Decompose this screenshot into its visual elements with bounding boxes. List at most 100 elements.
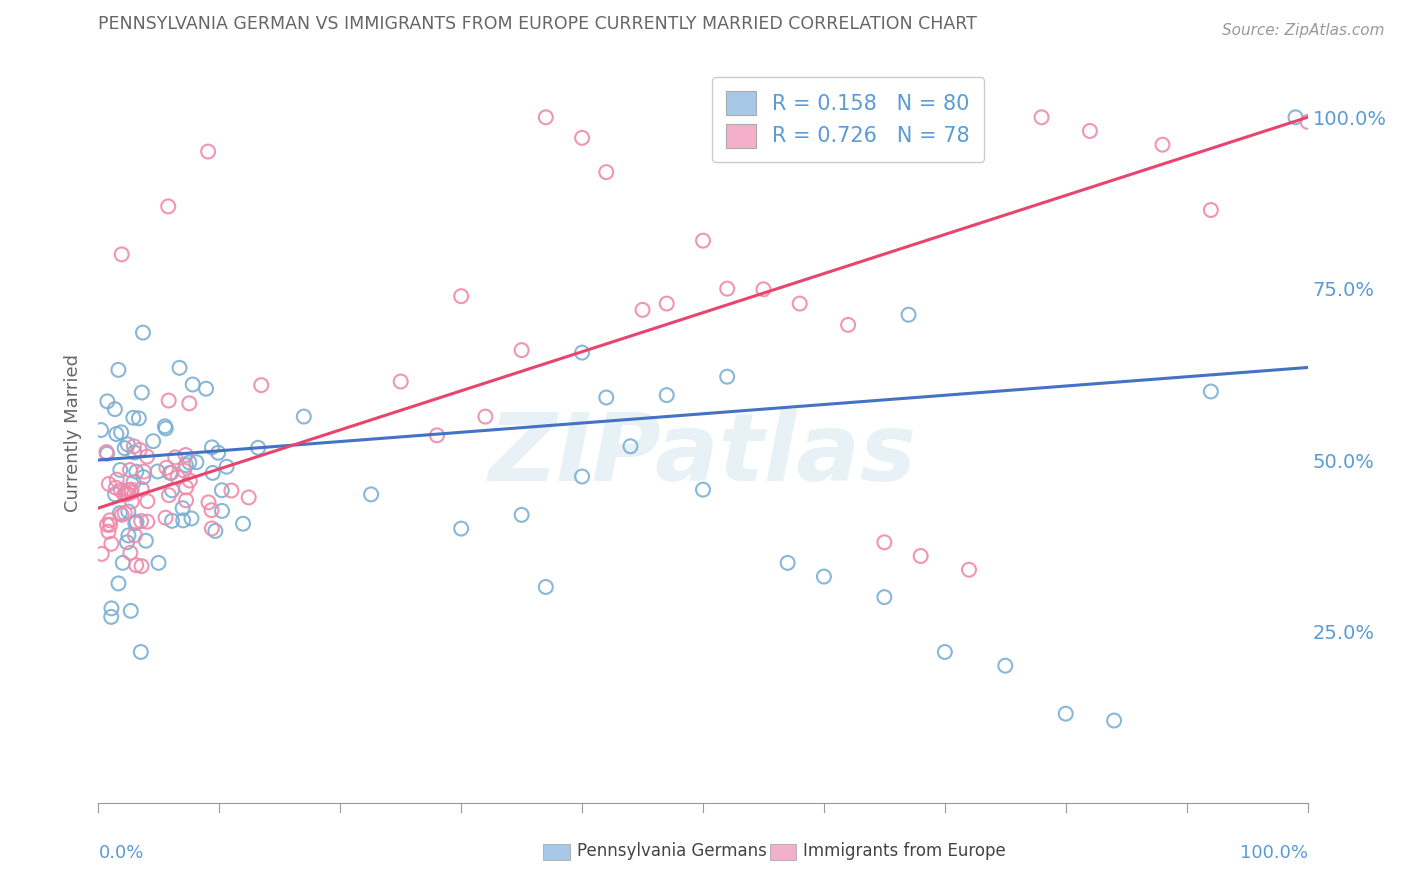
Point (157, 488, 180, 502)
Point (146, 465, 169, 479)
Point (211, 483, 233, 498)
Point (131, 482, 153, 496)
Point (114, 506, 136, 520)
Point (1284, 110, 1306, 124)
Y-axis label: Currently Married: Currently Married (63, 353, 82, 512)
Point (232, 516, 254, 531)
Point (148, 556, 170, 570)
Point (136, 515, 159, 529)
Point (110, 483, 132, 498)
Point (571, 345, 593, 359)
Point (1199, 202, 1222, 217)
Point (96, 394, 118, 409)
Text: Source: ZipAtlas.com: Source: ZipAtlas.com (1222, 23, 1385, 38)
Point (174, 493, 197, 508)
Text: Immigrants from Europe: Immigrants from Europe (803, 842, 1007, 860)
Point (125, 515, 148, 529)
Point (180, 511, 202, 525)
Point (132, 470, 155, 484)
Point (215, 459, 238, 474)
Point (897, 308, 920, 322)
Point (1296, 115, 1319, 129)
Point (631, 302, 654, 317)
Point (117, 528, 139, 542)
Point (619, 439, 641, 453)
Point (510, 343, 533, 358)
Point (692, 483, 714, 497)
Point (118, 463, 141, 477)
Point (179, 455, 201, 469)
Point (104, 481, 127, 495)
Point (120, 546, 142, 560)
Point (186, 455, 208, 469)
FancyBboxPatch shape (769, 844, 796, 860)
Point (510, 508, 533, 522)
Point (111, 247, 134, 261)
Point (172, 513, 194, 527)
Point (131, 385, 153, 400)
FancyBboxPatch shape (543, 844, 569, 860)
Point (238, 491, 260, 505)
Point (389, 375, 412, 389)
Point (595, 391, 617, 405)
Point (136, 494, 159, 508)
Legend: R = 0.158   N = 80, R = 0.726   N = 78: R = 0.158 N = 80, R = 0.726 N = 78 (711, 77, 984, 162)
Point (292, 409, 315, 424)
Point (155, 421, 177, 435)
Point (957, 563, 980, 577)
Point (692, 234, 714, 248)
Point (115, 535, 138, 549)
Point (1102, 714, 1125, 728)
Point (873, 590, 896, 604)
Point (142, 434, 165, 449)
Point (121, 494, 143, 508)
Point (174, 458, 197, 473)
Point (135, 533, 157, 548)
Point (250, 378, 273, 392)
Point (115, 487, 138, 501)
Point (172, 501, 194, 516)
Point (107, 363, 129, 377)
Point (160, 514, 183, 528)
Point (201, 440, 224, 454)
Point (105, 473, 128, 487)
Point (201, 521, 224, 535)
Point (1031, 110, 1053, 124)
Point (179, 474, 201, 488)
Point (117, 437, 139, 451)
Point (98, 513, 121, 527)
Point (125, 465, 148, 479)
Point (173, 464, 195, 478)
Point (197, 495, 219, 509)
Point (174, 480, 197, 494)
Point (474, 409, 496, 424)
Point (100, 537, 122, 551)
Point (110, 425, 132, 440)
Point (120, 604, 142, 618)
Point (121, 483, 143, 497)
Point (96, 517, 118, 532)
Point (125, 558, 148, 573)
Point (96, 447, 118, 461)
Point (90, 423, 112, 437)
Point (157, 199, 180, 213)
Point (195, 382, 218, 396)
Point (120, 485, 142, 500)
Point (97, 524, 120, 539)
Point (201, 466, 224, 480)
Text: 100.0%: 100.0% (1240, 844, 1308, 862)
Point (1152, 137, 1174, 152)
Point (1078, 124, 1101, 138)
Point (165, 450, 187, 465)
Point (112, 487, 135, 501)
Point (169, 360, 191, 375)
Point (114, 441, 136, 455)
Point (122, 410, 145, 425)
Point (534, 110, 557, 124)
Point (115, 485, 138, 500)
Point (122, 475, 145, 489)
Point (129, 645, 152, 659)
Point (910, 549, 932, 563)
Point (110, 463, 132, 477)
Point (155, 510, 177, 524)
